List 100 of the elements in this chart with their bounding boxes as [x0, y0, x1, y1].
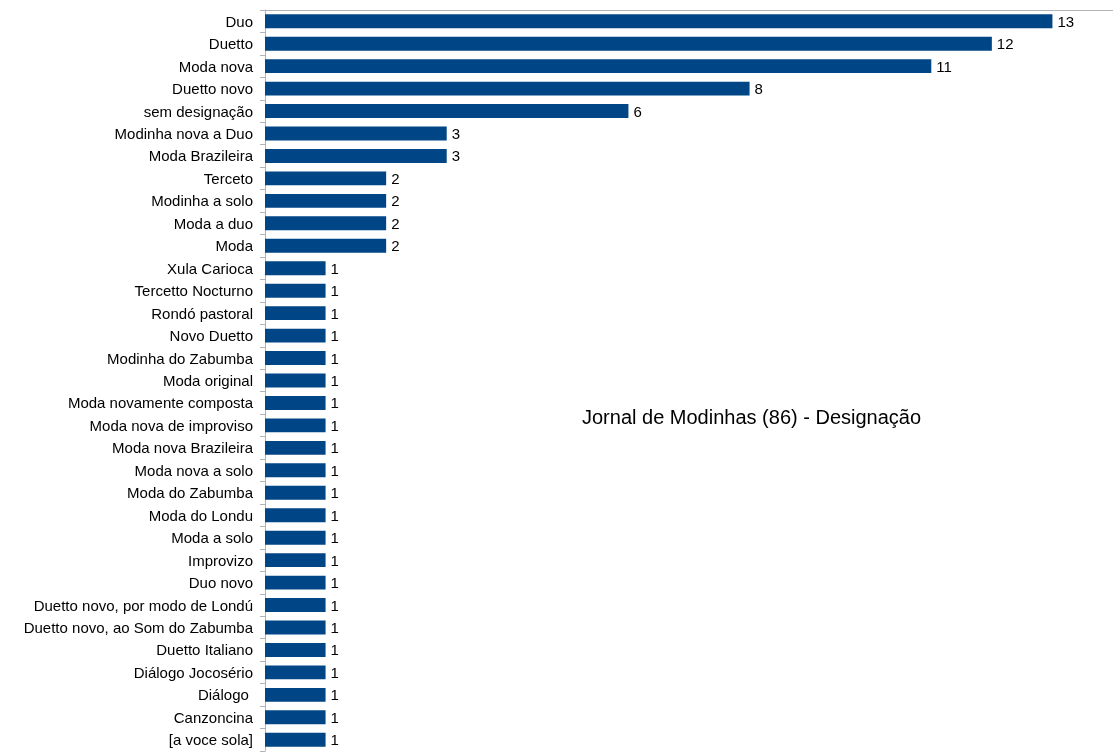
bar	[265, 238, 387, 253]
bar	[265, 59, 932, 74]
y-tick-label: Improvizo	[187, 551, 253, 569]
y-tick-label: Duetto Italiano	[156, 641, 253, 659]
y-tick-label: [a voce sola]	[168, 731, 253, 749]
bar	[265, 261, 326, 276]
y-tick-label: Moda a solo	[171, 529, 253, 547]
bar	[265, 440, 326, 455]
bar	[265, 306, 326, 321]
data-label: 1	[330, 327, 339, 345]
bar	[265, 665, 326, 680]
bar	[265, 418, 326, 433]
data-label: 1	[330, 596, 339, 614]
y-tick-label: sem designação	[143, 102, 253, 120]
data-label: 1	[330, 708, 339, 726]
y-tick-label: Moda do Zabumba	[127, 484, 254, 502]
y-tick-label: Rondó pastoral	[151, 304, 253, 322]
y-tick-label: Moda nova a solo	[134, 461, 253, 479]
data-label: 13	[1057, 12, 1075, 30]
data-label: 2	[391, 214, 400, 232]
text: Jornal de Modinhas (86) - Designação	[582, 406, 922, 428]
data-label: 11	[936, 57, 952, 75]
data-label: 1	[330, 663, 339, 681]
bar	[265, 485, 326, 500]
data-label: 1	[330, 574, 339, 592]
y-tick-label: Novo Duetto	[169, 327, 253, 345]
y-tick-label: Diálogo	[197, 686, 253, 704]
bar	[265, 575, 326, 590]
data-label: 1	[330, 551, 339, 569]
bar	[265, 14, 1053, 29]
bar	[265, 395, 326, 410]
y-tick-label: Duetto novo	[172, 80, 253, 98]
y-tick-label: Modinha a solo	[151, 192, 253, 210]
y-tick-label: Diálogo Jocosério	[133, 663, 253, 681]
y-tick-label: Moda original	[162, 372, 253, 389]
bar	[265, 193, 387, 208]
y-tick-label: Duo novo	[188, 574, 253, 592]
data-label: 1	[330, 506, 339, 524]
bar	[265, 171, 387, 186]
y-tick-label: Moda nova de improviso	[89, 416, 253, 434]
y-tick-label: Duo	[225, 12, 253, 30]
bar	[265, 104, 629, 119]
y-tick-label: Duetto novo, ao Som do Zabumba	[23, 619, 254, 636]
data-label: 8	[754, 80, 763, 98]
data-label: 1	[330, 394, 339, 412]
bar	[265, 710, 326, 725]
data-label: 2	[391, 192, 400, 210]
bar	[265, 148, 447, 163]
bar	[265, 463, 326, 478]
y-tick-label: Duetto novo, por modo de Londú	[33, 596, 253, 614]
y-tick-label: Moda nova	[178, 57, 254, 75]
bar	[265, 732, 326, 747]
y-tick-label: Moda nova Brazileira	[112, 439, 254, 457]
y-tick-label: Duetto	[208, 35, 253, 53]
y-tick-label: Terceto	[203, 169, 253, 187]
data-label: 1	[330, 529, 339, 547]
data-label: 1	[330, 259, 339, 277]
y-tick-label: Moda a duo	[173, 214, 253, 232]
y-tick-label: Moda	[215, 237, 254, 255]
bar	[265, 553, 326, 568]
y-tick-label: Canzoncina	[173, 708, 254, 726]
data-label: 1	[330, 619, 339, 636]
y-tick-label: Tercetto Nocturno	[134, 282, 253, 300]
data-label: 1	[330, 304, 339, 322]
data-label: 1	[330, 461, 339, 479]
y-tick-label: Moda Brazileira	[148, 147, 254, 165]
bar	[265, 598, 326, 613]
bar	[265, 216, 387, 231]
bar	[265, 530, 326, 545]
bar	[265, 36, 992, 51]
data-label: 3	[451, 125, 461, 142]
data-label: 2	[391, 169, 400, 187]
bar	[265, 620, 326, 635]
data-label: 1	[330, 282, 339, 300]
y-tick-label: Xula Carioca	[167, 259, 254, 277]
data-label: 3	[451, 147, 461, 165]
bar	[265, 351, 326, 366]
bar	[265, 687, 326, 702]
y-tick-label: Moda do Londu	[148, 506, 253, 524]
data-label: 1	[330, 484, 339, 502]
data-label: 1	[330, 349, 339, 367]
bar	[265, 328, 326, 343]
bar	[265, 642, 326, 657]
y-tick-label: Modinha nova a Duo	[114, 125, 253, 142]
y-tick-label: Modinha do Zabumba	[107, 349, 254, 367]
data-label: 1	[330, 372, 339, 389]
data-label: 6	[633, 102, 642, 120]
data-label: 12	[996, 35, 1014, 53]
bar	[265, 373, 326, 388]
data-label: 1	[330, 686, 339, 704]
data-label: 1	[330, 439, 339, 457]
data-label: 1	[330, 731, 339, 749]
bar	[265, 283, 326, 298]
data-label: 1	[330, 641, 339, 659]
data-label: 2	[391, 237, 400, 255]
bar	[265, 126, 447, 141]
y-tick-label: Moda novamente composta	[67, 394, 254, 412]
bar	[265, 81, 750, 96]
data-label: 1	[330, 416, 339, 434]
bar	[265, 508, 326, 523]
